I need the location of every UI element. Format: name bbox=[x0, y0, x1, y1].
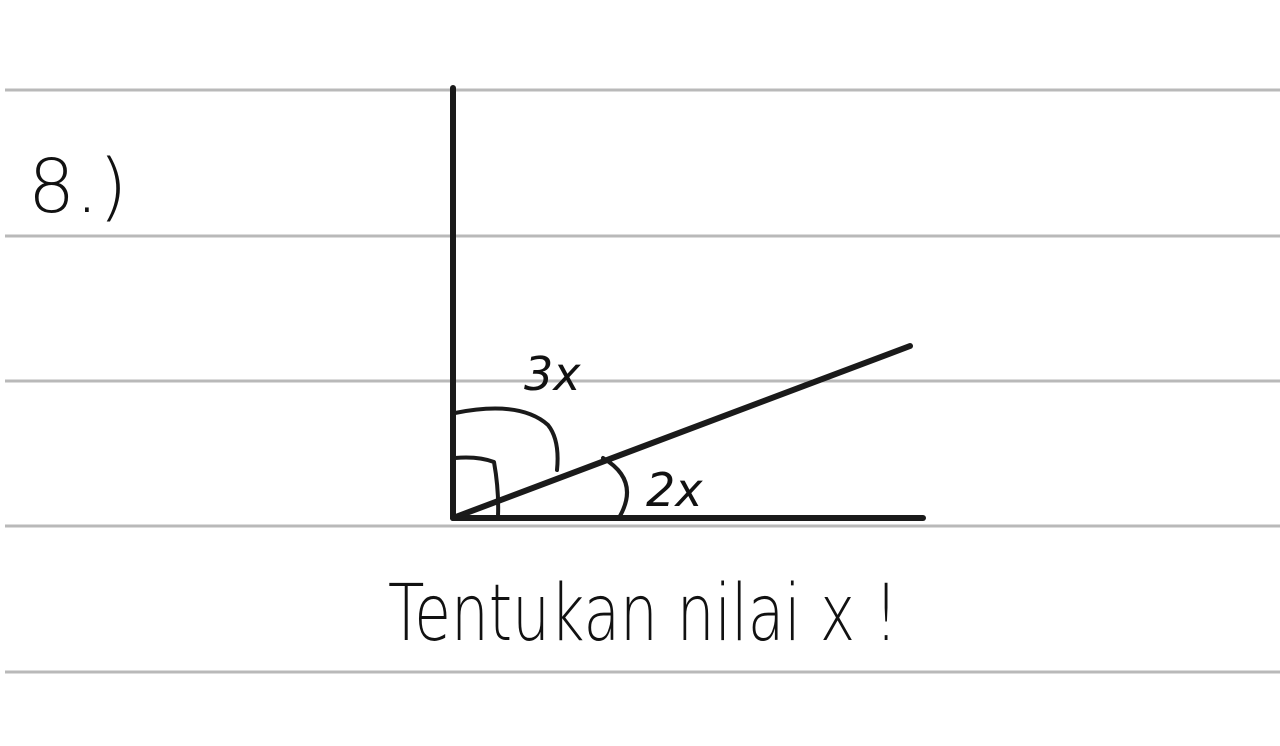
right-angle-marker bbox=[453, 455, 501, 518]
diagonal-ray bbox=[450, 343, 913, 521]
angle-label-2x: 2x bbox=[646, 463, 703, 517]
ruled-lines bbox=[5, 88, 1280, 674]
angle-arc-3x bbox=[453, 406, 560, 472]
angle-label-3x: 3x bbox=[524, 347, 581, 401]
angle-arc-2x bbox=[601, 456, 629, 518]
problem-number: 8.) bbox=[28, 144, 127, 230]
angle-figure bbox=[450, 85, 926, 521]
instruction-text: Tentukan nilai x ! bbox=[388, 569, 898, 659]
